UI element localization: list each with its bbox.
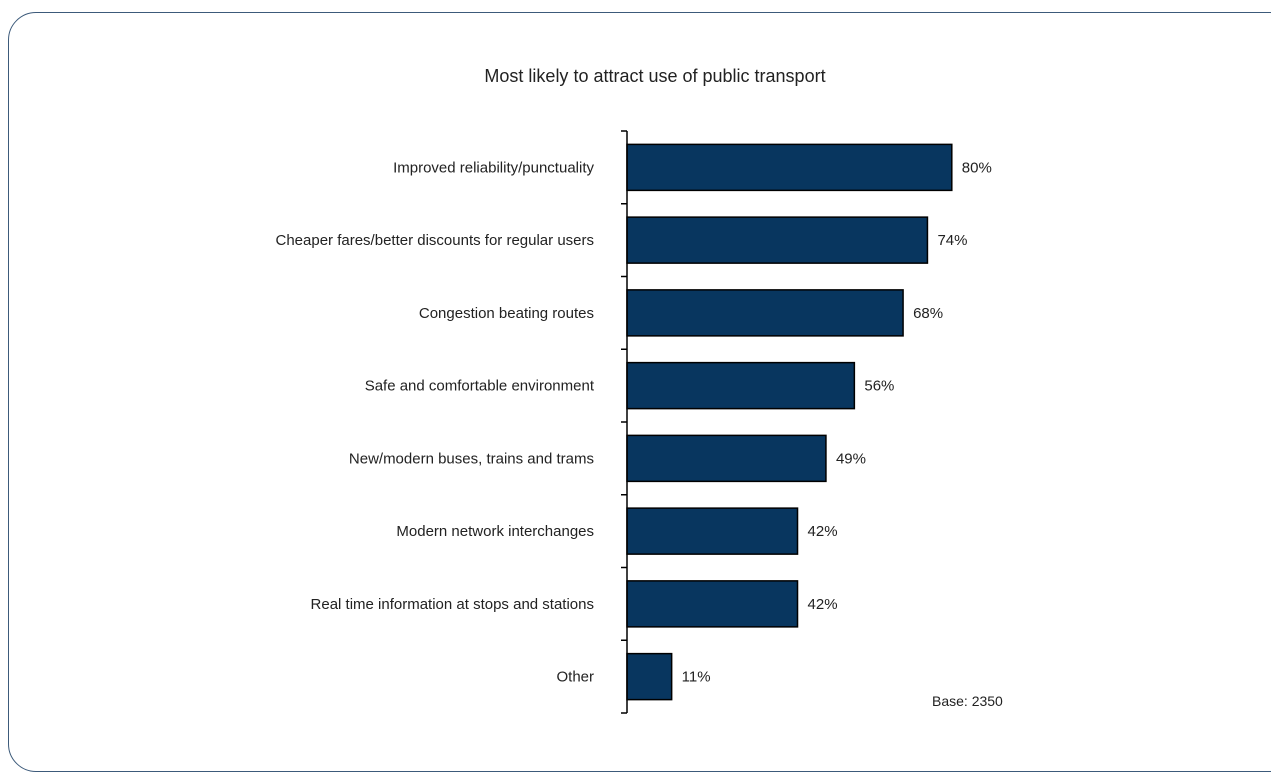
bar-3: [626, 289, 904, 337]
bar-1: [626, 143, 953, 192]
category-label: Modern network interchanges: [396, 523, 594, 540]
value-label: 49%: [836, 450, 866, 467]
bar-chart: Improved reliability/punctuality 80% Cheap…: [276, 130, 992, 714]
value-label: 56%: [864, 378, 894, 395]
bar-5: [626, 434, 827, 483]
value-label: 42%: [808, 596, 838, 613]
base-note: Base: 2350: [932, 693, 1003, 709]
category-label: Safe and comfortable environment: [365, 378, 595, 395]
chart-title: Most likely to attract use of public tra…: [484, 66, 826, 86]
value-label: 74%: [937, 232, 967, 249]
value-label: 42%: [808, 523, 838, 540]
category-label: Cheaper fares/better discounts for regul…: [276, 232, 595, 249]
value-label: 11%: [682, 669, 711, 686]
value-label: 68%: [913, 305, 943, 322]
value-label: 80%: [962, 159, 992, 176]
category-label: Congestion beating routes: [419, 305, 594, 322]
bar-2: [626, 216, 929, 264]
bar-6: [626, 507, 799, 555]
category-label: Improved reliability/punctuality: [393, 159, 594, 176]
bar-8: [626, 652, 673, 701]
category-label: Other: [556, 669, 594, 686]
bar-4: [626, 361, 856, 410]
bar-7: [626, 580, 799, 628]
category-label: Real time information at stops and stati…: [311, 596, 594, 613]
category-label: New/modern buses, trains and trams: [349, 450, 594, 467]
